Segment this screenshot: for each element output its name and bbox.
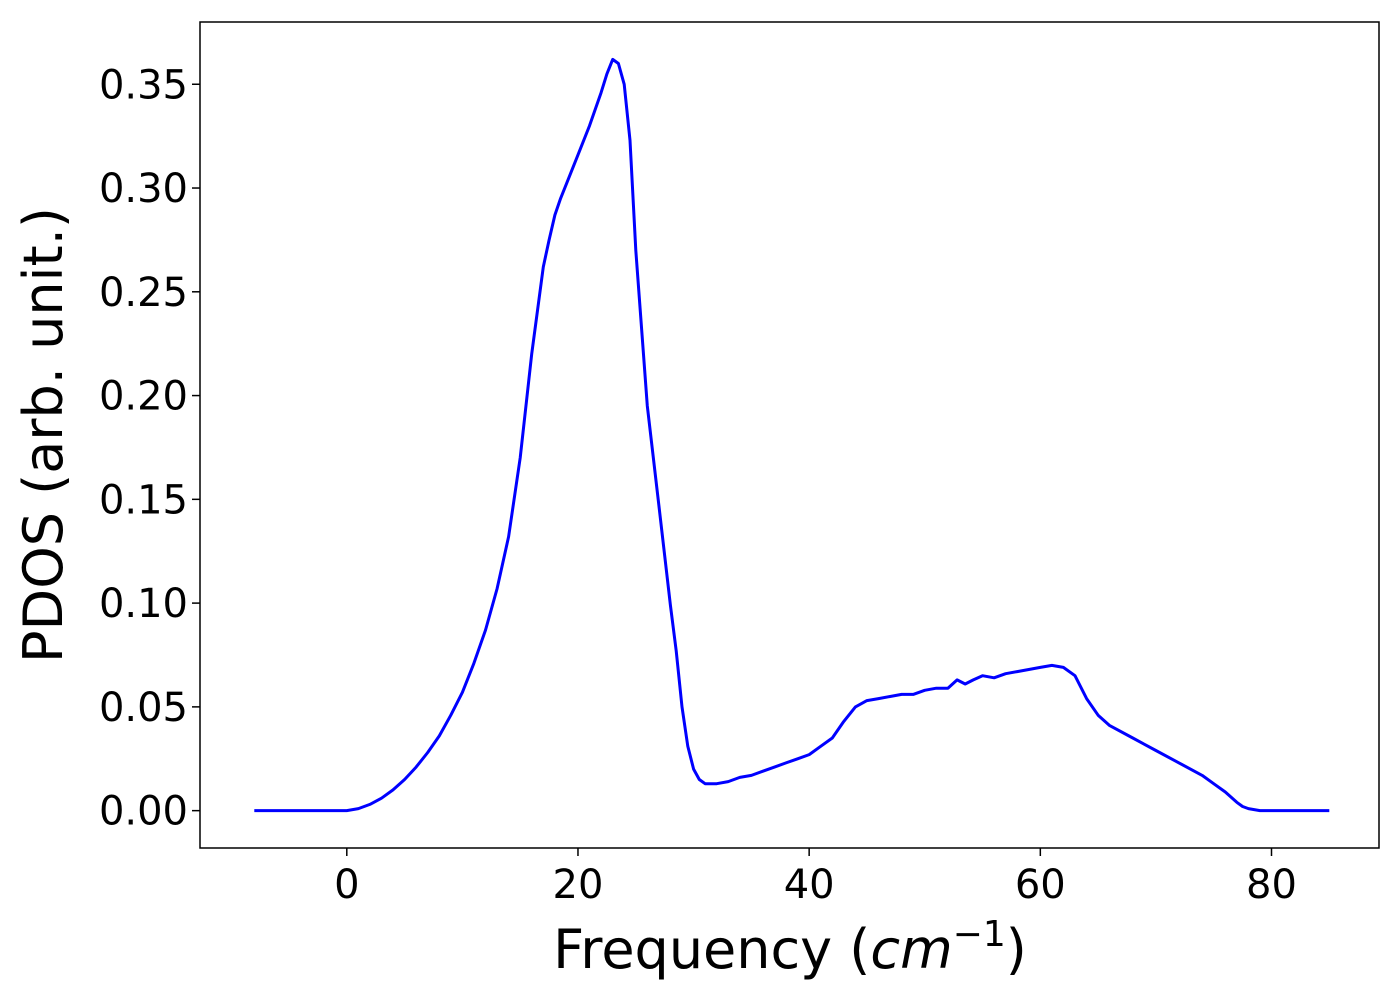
y-tick-label: 0.25 bbox=[99, 270, 188, 316]
y-tick-label: 0.05 bbox=[99, 685, 188, 731]
x-axis-exponent: −1 bbox=[953, 914, 1006, 955]
x-tick-label: 40 bbox=[784, 862, 835, 908]
x-tick-label: 60 bbox=[1015, 862, 1066, 908]
y-tick-label: 0.00 bbox=[99, 789, 188, 835]
y-axis-ticks: 0.00 0.05 0.10 0.15 0.20 0.25 0.30 0.35 bbox=[99, 62, 200, 835]
x-tick-label: 0 bbox=[334, 862, 359, 908]
plot-frame bbox=[199, 21, 1380, 849]
y-axis-label: PDOS (arb. unit.) bbox=[12, 207, 75, 663]
pdos-series-line bbox=[254, 57, 1330, 813]
y-tick-label: 0.20 bbox=[99, 374, 188, 420]
x-tick-label: 20 bbox=[553, 862, 604, 908]
y-tick-label: 0.10 bbox=[99, 581, 188, 627]
x-tick-label: 80 bbox=[1246, 862, 1297, 908]
x-axis-label: Frequency (cm−1) bbox=[553, 914, 1027, 981]
y-tick-label: 0.35 bbox=[99, 62, 188, 108]
y-tick-label: 0.30 bbox=[99, 166, 188, 212]
x-axis-unit: cm bbox=[870, 918, 952, 981]
y-tick-label: 0.15 bbox=[99, 477, 188, 523]
x-axis-ticks: 0 20 40 60 80 bbox=[334, 848, 1297, 908]
